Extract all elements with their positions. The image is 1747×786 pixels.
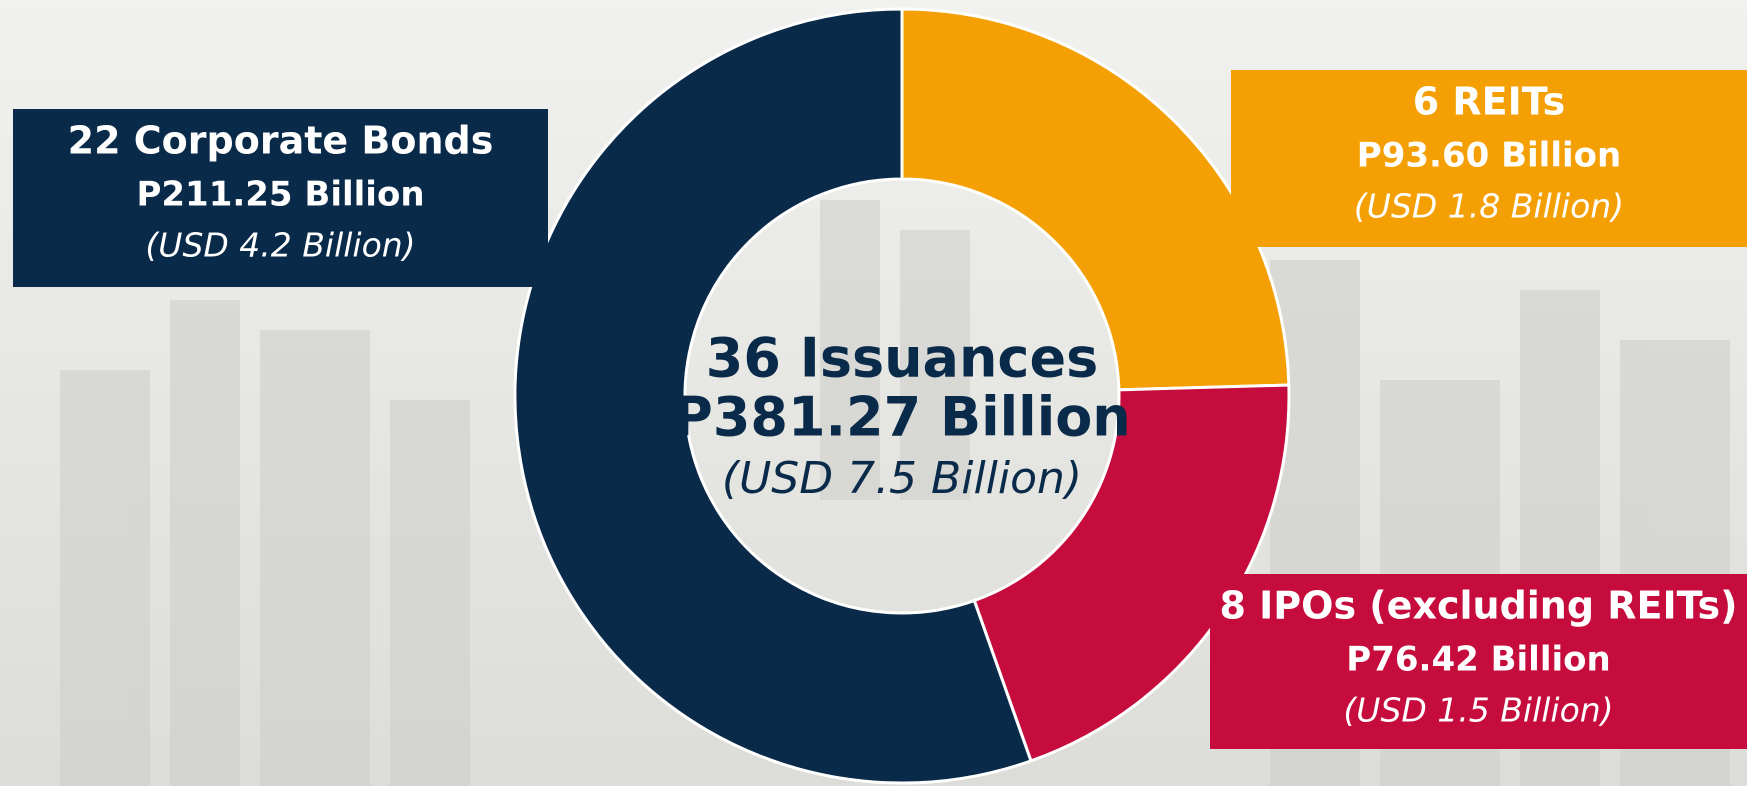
usd-label: (USD 1.8 Billion) [1354, 187, 1624, 226]
usd-label: (USD 4.2 Billion) [145, 226, 415, 265]
value-label: P211.25 Billion [136, 175, 424, 215]
center-value: P381.27 Billion [673, 386, 1131, 449]
donut-slice [900, 7, 1291, 392]
value-label: P93.60 Billion [1357, 136, 1621, 176]
center-title: 36 Issuances [706, 327, 1098, 390]
donut [513, 7, 1291, 785]
center-usd: (USD 7.5 Billion) [722, 453, 1082, 504]
labels: 6 REITs P93.60 Billion (USD 1.8 Billion) 8 … [13, 70, 1747, 749]
category-label: 22 Corporate Bonds [68, 119, 494, 163]
donut-slice [513, 7, 1033, 785]
usd-label: (USD 1.5 Billion) [1343, 691, 1613, 730]
label-box [1231, 70, 1747, 247]
category-label: 8 IPOs (excluding REITs) [1220, 584, 1738, 628]
donut-slice [972, 383, 1291, 763]
value-label: P76.42 Billion [1346, 640, 1610, 680]
category-label: 6 REITs [1413, 80, 1566, 124]
label-box [13, 109, 548, 287]
label-box [1210, 574, 1747, 749]
